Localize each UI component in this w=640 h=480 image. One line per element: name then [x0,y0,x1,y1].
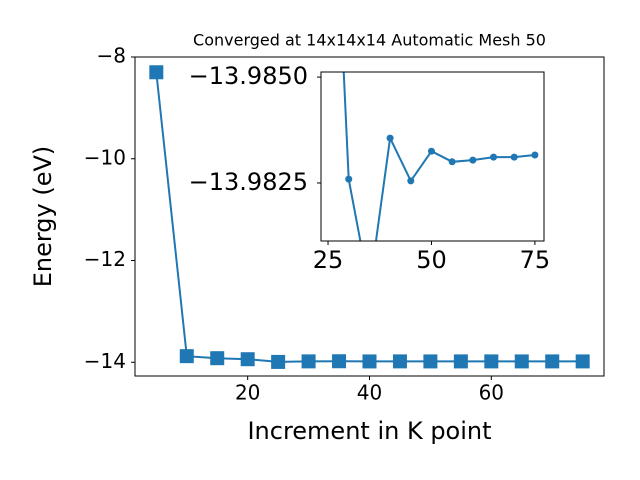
axes-frame [320,71,545,242]
marker [469,156,477,164]
marker [448,158,456,166]
x-tick-label: 75 [520,246,551,274]
marker [490,153,498,161]
marker [345,175,353,183]
y-tick-label: −12 [84,247,126,271]
marker [514,354,529,369]
marker [332,354,347,369]
x-tick-label: 60 [479,381,504,405]
marker [271,354,286,369]
marker [423,354,438,369]
marker [386,134,394,142]
y-tick-label: −13.9850 [189,62,308,90]
marker [210,351,225,366]
marker [392,354,407,369]
y-tick-label: −8 [97,44,126,68]
y-tick-label: −13.9825 [189,168,308,196]
marker [240,352,255,367]
x-tick-label: 40 [357,381,382,405]
marker [427,147,435,155]
plot-clip [342,72,539,241]
marker [362,354,377,369]
x-tick-label: 50 [416,246,447,274]
marker [484,354,499,369]
marker [149,65,164,80]
marker [179,349,194,364]
marker [510,153,518,161]
marker [531,151,539,159]
marker [301,354,316,369]
chart-title: Converged at 14x14x14 Automatic Mesh 50 [193,31,546,50]
x-tick-label: 25 [313,246,344,274]
y-tick-label: −14 [84,349,126,373]
x-tick-label: 20 [235,381,260,405]
y-axis-label: Energy (eV) [29,146,57,288]
marker [453,354,468,369]
x-axis-label: Increment in K point [247,417,491,445]
plot-clip [149,65,590,369]
marker [545,354,560,369]
marker [575,354,590,369]
marker [407,177,415,185]
y-tick-label: −10 [84,145,126,169]
